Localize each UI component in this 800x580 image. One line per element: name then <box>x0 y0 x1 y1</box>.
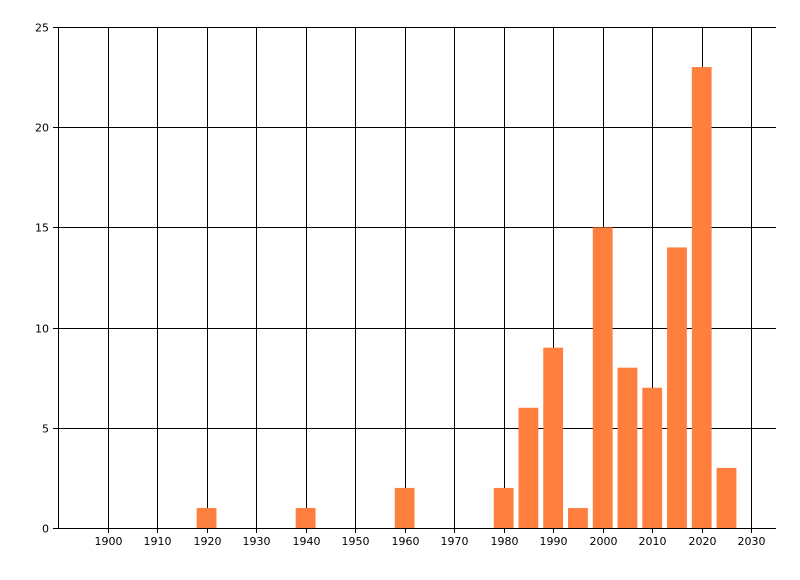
x-tick-label: 2010 <box>639 535 667 548</box>
x-tick-label: 2030 <box>738 535 766 548</box>
bar-1995 <box>568 507 588 528</box>
bar-2000 <box>592 227 613 528</box>
x-tick-label: 1960 <box>392 535 420 548</box>
bar-2015 <box>667 247 687 528</box>
x-tick-label: 1900 <box>95 535 123 548</box>
bar-2025 <box>716 467 737 528</box>
y-tick-label: 0 <box>42 523 49 536</box>
bar-2005 <box>617 367 638 528</box>
bar-1990 <box>543 347 564 528</box>
y-tick-label: 15 <box>35 222 49 235</box>
bar-2010 <box>642 387 663 528</box>
y-tick-label: 20 <box>35 122 49 135</box>
y-tick-label: 5 <box>42 423 49 436</box>
x-tick-label: 1920 <box>194 535 222 548</box>
x-tick-label: 2020 <box>689 535 717 548</box>
x-tick-label: 1910 <box>144 535 172 548</box>
y-tick-label: 10 <box>35 323 49 336</box>
bar-1985 <box>518 407 539 528</box>
bar-1940 <box>295 507 316 528</box>
x-tick-label: 1990 <box>540 535 568 548</box>
bar-1960 <box>394 487 415 528</box>
bar-2020 <box>691 67 712 528</box>
y-tick-label: 25 <box>35 22 49 35</box>
x-tick-label: 1940 <box>293 535 321 548</box>
x-tick-label: 1980 <box>491 535 519 548</box>
x-tick-label: 2000 <box>590 535 618 548</box>
x-tick-label: 1950 <box>342 535 370 548</box>
bar-1920 <box>196 507 217 528</box>
bar-1980 <box>493 487 514 528</box>
x-tick-label: 1970 <box>441 535 469 548</box>
x-tick-label: 1930 <box>243 535 271 548</box>
